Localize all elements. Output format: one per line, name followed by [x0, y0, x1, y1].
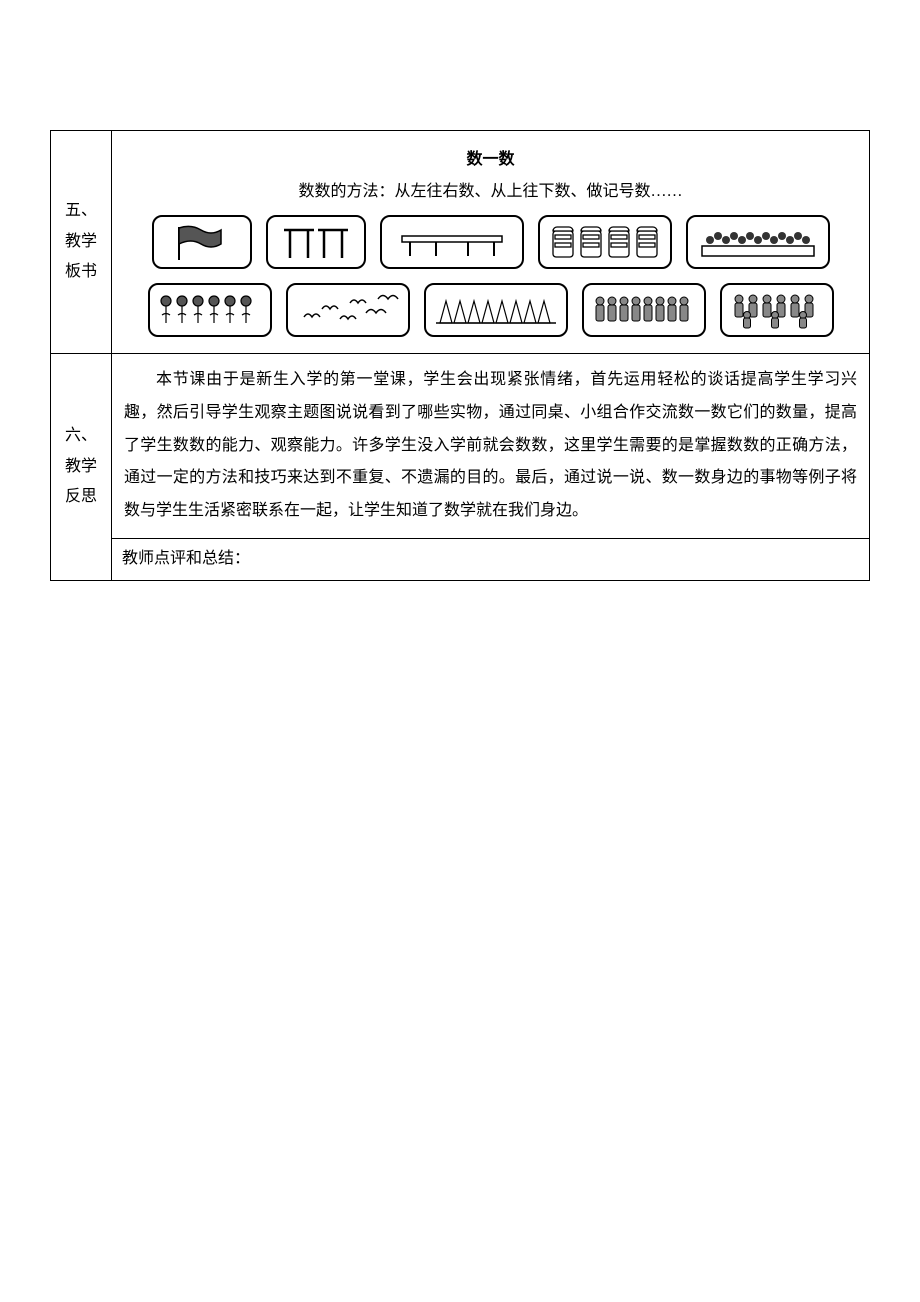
trees-icon	[424, 283, 568, 337]
section5-title: 数一数	[124, 145, 857, 169]
flowerbed-icon	[686, 215, 830, 269]
footer-text: 教师点评和总结：	[122, 550, 250, 567]
section6-label-1: 六、	[53, 421, 109, 451]
flag-icon	[152, 215, 252, 269]
section5-row2	[148, 283, 834, 337]
birds-icon	[286, 283, 410, 337]
footer-cell: 教师点评和总结：	[112, 538, 870, 580]
section5-row1	[152, 215, 830, 269]
section6-label-2: 教学	[53, 452, 109, 482]
bench-icon	[380, 215, 524, 269]
people2-icon	[720, 283, 834, 337]
section5-label-3: 板书	[53, 257, 109, 287]
section5-content: 数一数 数数的方法：从左往右数、从上往下数、做记号数……	[112, 131, 870, 354]
section5-method: 数数的方法：从左往右数、从上往下数、做记号数……	[124, 177, 857, 201]
section5-label: 五、 教学 板书	[51, 131, 112, 354]
section5-label-1: 五、	[53, 196, 109, 226]
section6-body: 本节课由于是新生入学的第一堂课，学生会出现紧张情绪，首先运用轻松的谈话提高学生学…	[124, 364, 857, 528]
people1-icon	[582, 283, 706, 337]
section5-label-2: 教学	[53, 227, 109, 257]
flowers-icon	[148, 283, 272, 337]
section6-label-3: 反思	[53, 482, 109, 512]
bins-icon	[538, 215, 672, 269]
layout-table: 五、 教学 板书 数一数 数数的方法：从左往右数、从上往下数、做记号数……	[50, 130, 870, 581]
section6-content: 本节课由于是新生入学的第一堂课，学生会出现紧张情绪，首先运用轻松的谈话提高学生学…	[112, 354, 870, 539]
section5-images	[124, 215, 857, 337]
bars-icon	[266, 215, 366, 269]
section6-label: 六、 教学 反思	[51, 354, 112, 581]
